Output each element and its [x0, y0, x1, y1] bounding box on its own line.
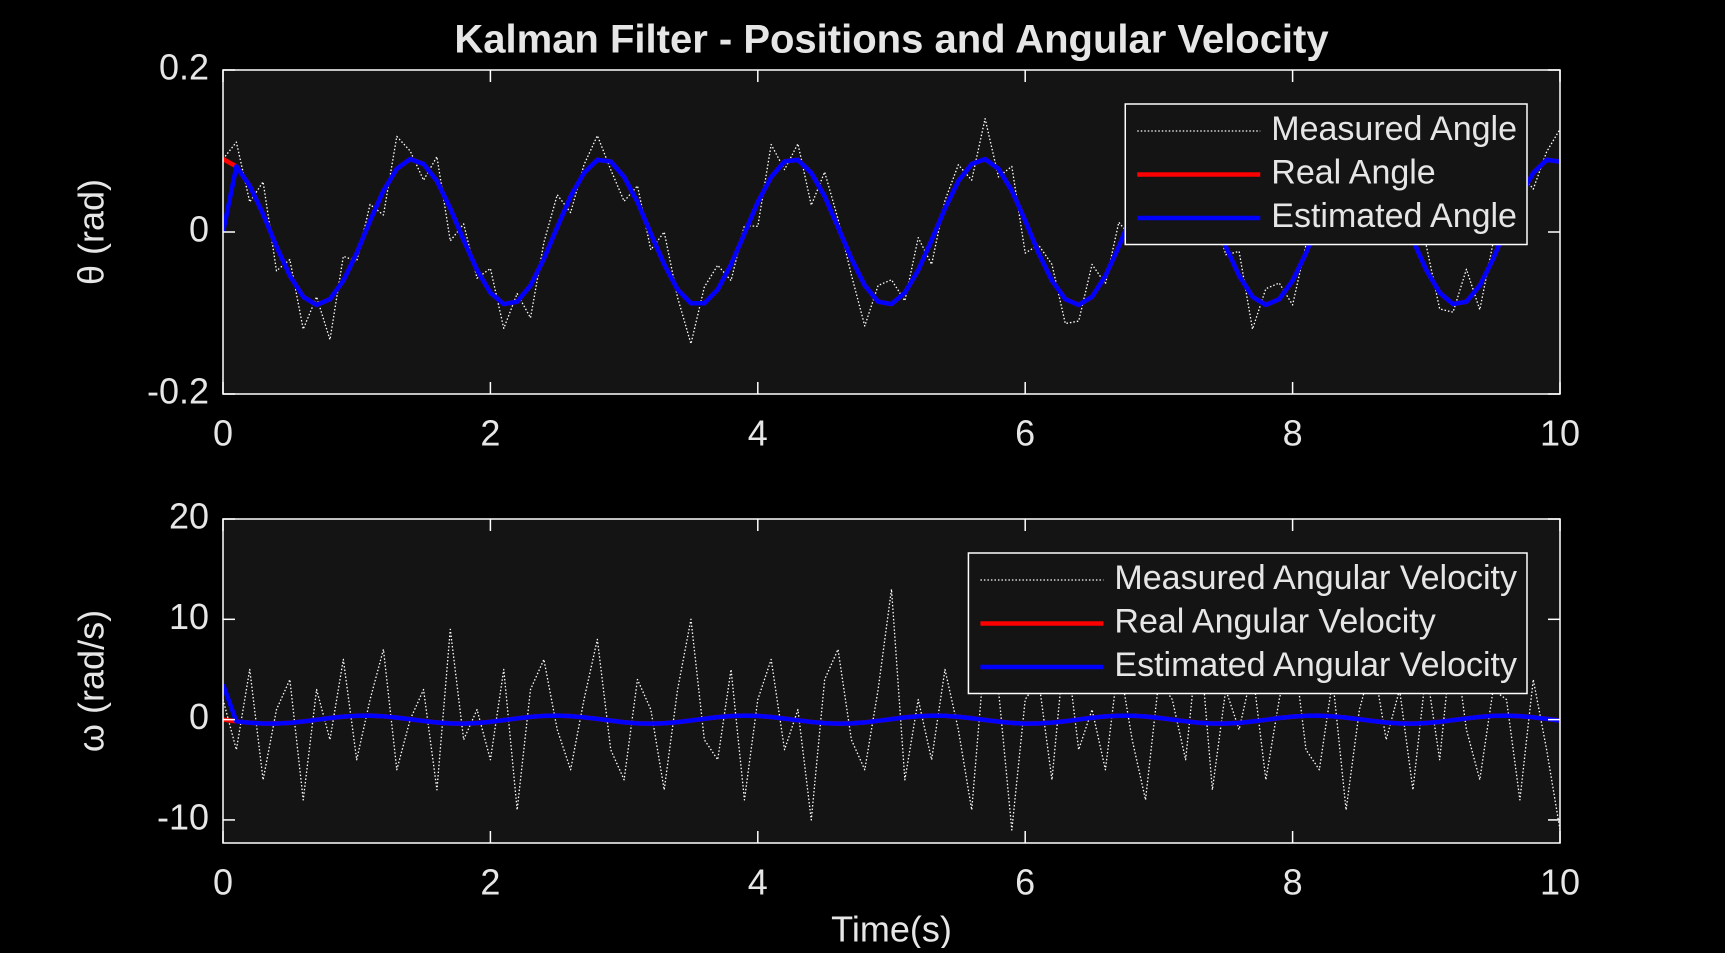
legend: Measured Angle Real Angle Estimated Angle — [1124, 103, 1528, 246]
x-tick-label: 10 — [1540, 413, 1580, 454]
legend: Measured Angular Velocity Real Angular Ve… — [967, 552, 1528, 695]
legend-label: Real Angle — [1271, 153, 1435, 191]
legend-label: Measured Angular Velocity — [1114, 559, 1517, 597]
y-tick-label: 0.2 — [159, 47, 209, 88]
y-tick-label: 10 — [169, 596, 209, 637]
x-tick-label: 8 — [1283, 413, 1303, 454]
x-tick-label: 10 — [1540, 862, 1580, 903]
legend-label: Estimated Angular Velocity — [1114, 646, 1517, 684]
x-tick-label: 0 — [213, 413, 233, 454]
x-axis-label: Time(s) — [831, 909, 952, 948]
x-tick-label: 0 — [213, 862, 233, 903]
y-axis-label: θ (rad) — [71, 179, 112, 285]
x-tick-label: 2 — [480, 862, 500, 903]
y-tick-label: 0 — [189, 696, 209, 737]
y-tick-label: 0 — [189, 209, 209, 250]
axes-box — [222, 69, 1561, 395]
y-tick-label: -10 — [157, 796, 209, 837]
x-tick-label: 4 — [748, 862, 768, 903]
y-tick-label: 20 — [169, 496, 209, 537]
y-tick-label: -0.2 — [147, 371, 209, 412]
y-axis-label: ω (rad/s) — [71, 610, 112, 752]
legend-label: Measured Angle — [1271, 110, 1517, 148]
x-tick-label: 6 — [1015, 862, 1035, 903]
x-tick-label: 8 — [1283, 862, 1303, 903]
axes-box — [222, 518, 1561, 844]
data-line — [223, 683, 1560, 726]
legend-label: Estimated Angle — [1271, 197, 1517, 235]
x-tick-label: 6 — [1015, 413, 1035, 454]
legend-label: Real Angular Velocity — [1114, 602, 1435, 640]
chart-title: Kalman Filter - Positions and Angular Ve… — [454, 18, 1329, 62]
x-tick-label: 2 — [480, 413, 500, 454]
x-tick-label: 4 — [748, 413, 768, 454]
